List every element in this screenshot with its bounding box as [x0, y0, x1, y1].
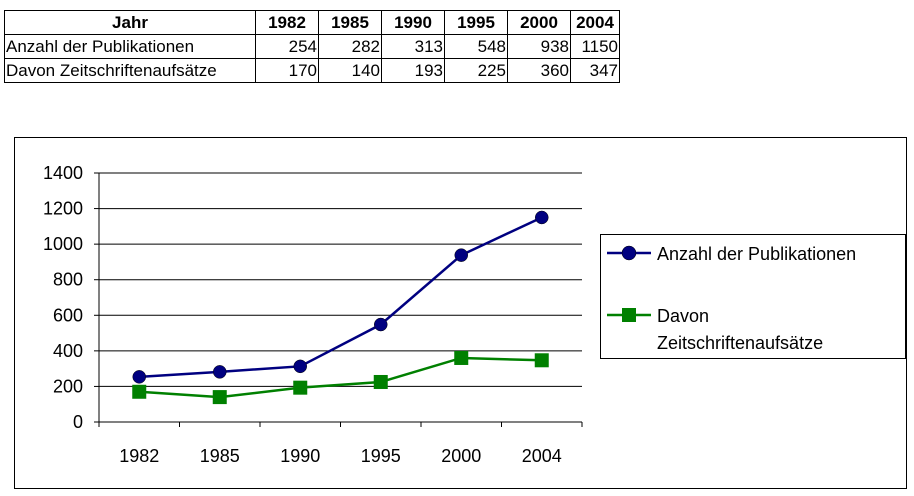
x-tick-label: 1995	[361, 446, 401, 466]
y-tick-label: 600	[53, 305, 83, 325]
table-header-cell: 1982	[255, 10, 319, 35]
table-row: Anzahl der Publikationen 254 282 313 548…	[4, 34, 620, 59]
data-point	[293, 380, 308, 395]
table-cell: 548	[444, 34, 508, 59]
data-point	[132, 370, 146, 384]
table-cell: 193	[381, 58, 445, 83]
x-tick-label: 1982	[119, 446, 159, 466]
table-cell: 282	[318, 34, 382, 59]
data-table: Jahr 1982 1985 1990 1995 2000 2004 Anzah…	[4, 10, 620, 83]
y-tick-label: 0	[73, 412, 83, 432]
data-point	[212, 390, 227, 405]
y-tick-label: 1400	[43, 163, 83, 183]
data-point	[373, 374, 388, 389]
chart-frame	[14, 137, 907, 489]
data-point	[132, 384, 147, 399]
row-label: Davon Zeitschriftenaufsätze	[4, 58, 256, 83]
series-line	[139, 356, 542, 399]
x-tick-label: 1990	[280, 446, 320, 466]
y-tick-label: 200	[53, 376, 83, 396]
table-cell: 140	[318, 58, 382, 83]
chart-legend	[600, 234, 906, 359]
data-point	[454, 350, 469, 365]
table-cell: 225	[444, 58, 508, 83]
data-point	[535, 210, 549, 225]
table-header-cell: 1990	[381, 10, 445, 35]
table-row: Davon Zeitschriftenaufsätze 170 140 193 …	[4, 58, 620, 83]
x-tick-label: 2000	[441, 446, 481, 466]
x-tick-label: 2004	[522, 446, 562, 466]
table-cell: 360	[507, 58, 571, 83]
y-tick-label: 400	[53, 341, 83, 361]
x-tick-label: 1985	[200, 446, 240, 466]
data-point	[293, 359, 307, 374]
y-tick-label: 1200	[43, 199, 83, 219]
table-header-cell: Jahr	[4, 10, 256, 35]
data-point	[534, 353, 549, 368]
y-tick-label: 800	[53, 270, 83, 290]
table-header-row: Jahr 1982 1985 1990 1995 2000 2004	[4, 10, 620, 35]
y-tick-label: 1000	[43, 234, 83, 254]
table-cell: 1150	[570, 34, 620, 59]
table-cell: 313	[381, 34, 445, 59]
data-point	[213, 365, 227, 379]
data-point	[454, 248, 468, 262]
series-line	[139, 216, 543, 379]
table-cell: 170	[255, 58, 319, 83]
table-header-cell: 2004	[570, 10, 620, 35]
table-cell: 347	[570, 58, 620, 83]
data-point	[374, 317, 388, 332]
row-label: Anzahl der Publikationen	[4, 34, 256, 59]
table-cell: 254	[255, 34, 319, 59]
